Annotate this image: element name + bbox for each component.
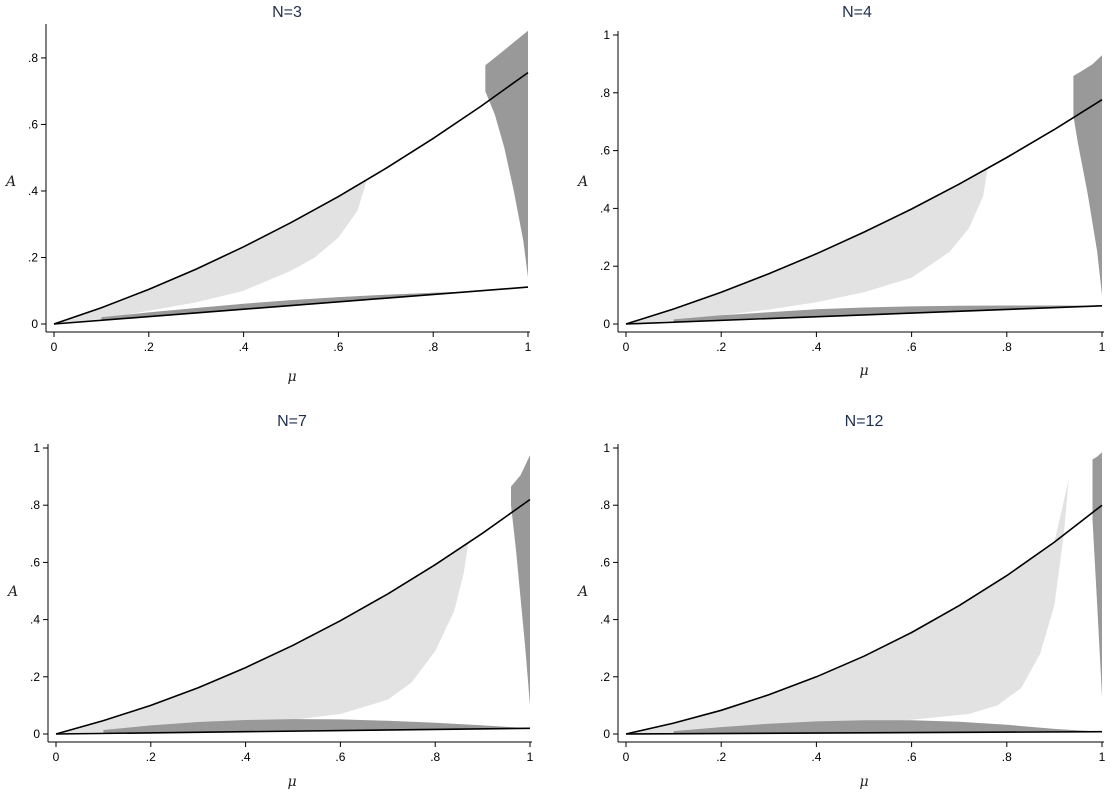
x-tick-label: .4 [811, 340, 821, 354]
x-axis-label: μ [859, 774, 868, 790]
x-tick-label: .4 [811, 750, 821, 764]
dark-region-upper [1092, 452, 1102, 697]
x-tick-label: .8 [428, 340, 438, 354]
y-tick-label: .8 [600, 86, 610, 100]
panel-n3: N=3 A μ 0 .2 .4 .6 .8 1 0 .2 .4 .6 .8 [4, 4, 532, 385]
y-tick-label: 0 [33, 727, 40, 741]
x-axis-label: μ [287, 774, 296, 790]
y-tick-label: .2 [600, 670, 610, 684]
x-tick-label: .8 [430, 750, 440, 764]
x-tick-label: .6 [333, 340, 343, 354]
x-axis-label: μ [859, 363, 868, 379]
upper-boundary-curve [55, 498, 531, 735]
y-tick-label: 0 [603, 727, 610, 741]
y-tick-label: .2 [30, 670, 40, 684]
x-tick-label: 1 [1099, 750, 1106, 764]
y-tick-label: .4 [30, 613, 40, 627]
x-tick-label: 1 [527, 750, 534, 764]
x-tick-label: 0 [53, 750, 60, 764]
dark-region-upper [511, 455, 530, 706]
dark-region-lower [103, 719, 531, 734]
panel-title: N=3 [272, 4, 302, 21]
panel-n4: N=4 A μ 0 .2 .4 .6 .8 1 0 .2 .4 .6 .8 1 [576, 4, 1106, 379]
x-tick-label: 1 [525, 340, 532, 354]
x-tick-label: .6 [335, 750, 345, 764]
x-tick-label: .2 [146, 750, 156, 764]
lower-boundary-curve [625, 305, 1103, 325]
x-tick-label: .4 [239, 340, 249, 354]
y-axis-label: A [4, 174, 16, 190]
y-tick-label: .6 [600, 144, 610, 158]
dark-region-upper [1073, 55, 1102, 296]
x-tick-label: .4 [241, 750, 251, 764]
y-tick-label: .6 [28, 117, 38, 131]
upper-boundary-curve [625, 504, 1103, 735]
y-tick-label: .2 [600, 259, 610, 273]
x-tick-label: .6 [907, 340, 917, 354]
y-tick-label: .8 [30, 498, 40, 512]
y-tick-label: .8 [28, 51, 38, 65]
y-tick-label: 0 [31, 317, 38, 331]
y-tick-label: 1 [33, 441, 40, 455]
dark-region-upper [485, 30, 528, 278]
x-tick-label: .8 [1002, 750, 1012, 764]
upper-boundary-curve [53, 71, 529, 325]
light-region [626, 167, 988, 324]
x-tick-label: .2 [716, 340, 726, 354]
panel-title: N=7 [277, 413, 307, 430]
y-axis-label: A [576, 584, 588, 600]
panel-title: N=4 [842, 4, 872, 21]
light-region [56, 542, 469, 734]
panel-n12: N=12 A μ 0 .2 .4 .6 .8 1 0 .2 .4 .6 .8 1 [576, 413, 1106, 790]
y-tick-label: .2 [28, 250, 38, 264]
x-tick-label: 1 [1099, 340, 1106, 354]
y-axis-label: A [576, 174, 588, 190]
y-tick-label: 1 [603, 28, 610, 42]
light-region [54, 180, 367, 324]
x-tick-label: 0 [51, 340, 58, 354]
lower-boundary-curve [53, 286, 529, 325]
y-tick-label: 0 [603, 317, 610, 331]
lower-boundary-curve [55, 727, 531, 735]
y-tick-label: .8 [600, 498, 610, 512]
lower-boundary-curve [625, 730, 1103, 735]
x-axis-label: μ [287, 369, 296, 385]
y-tick-label: .4 [600, 201, 610, 215]
panel-title: N=12 [845, 413, 884, 430]
x-tick-label: .2 [716, 750, 726, 764]
dark-region-lower [673, 720, 1102, 734]
y-tick-label: .6 [600, 555, 610, 569]
x-tick-label: 0 [623, 340, 630, 354]
y-tick-label: .4 [600, 613, 610, 627]
upper-boundary-curve [625, 99, 1103, 325]
light-region [626, 479, 1069, 734]
x-tick-label: 0 [623, 750, 630, 764]
y-tick-label: 1 [603, 441, 610, 455]
panel-n7: N=7 A μ 0 .2 .4 .6 .8 1 0 .2 .4 .6 .8 1 [6, 413, 534, 790]
x-tick-label: .6 [907, 750, 917, 764]
y-axis-label: A [6, 584, 18, 600]
y-tick-label: .4 [28, 184, 38, 198]
x-tick-label: .8 [1002, 340, 1012, 354]
x-tick-label: .2 [144, 340, 154, 354]
y-tick-label: .6 [30, 555, 40, 569]
